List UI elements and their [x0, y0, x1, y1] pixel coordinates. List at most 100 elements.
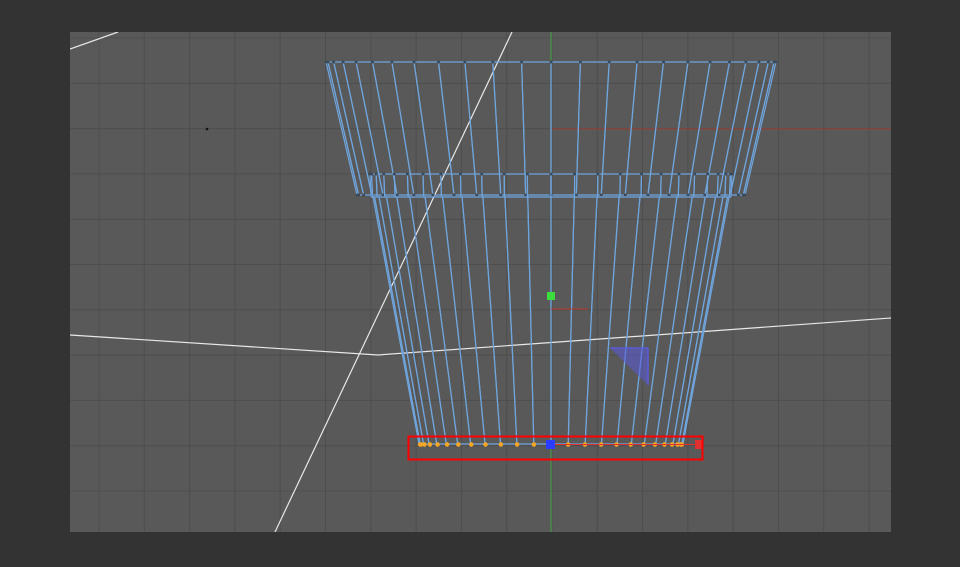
wire-edge	[716, 173, 719, 198]
vertex[interactable]	[708, 60, 712, 64]
wire-edge	[527, 196, 535, 445]
vertex[interactable]	[706, 172, 710, 176]
vertex[interactable]	[491, 60, 495, 64]
selected-point[interactable]	[444, 442, 450, 447]
vertex[interactable]	[596, 172, 600, 176]
vertex[interactable]	[686, 193, 690, 197]
vertex[interactable]	[744, 60, 748, 64]
vertex[interactable]	[421, 172, 425, 176]
vertex[interactable]	[357, 193, 361, 197]
vertex[interactable]	[618, 172, 622, 176]
vertex[interactable]	[599, 193, 603, 197]
vertex[interactable]	[574, 193, 578, 197]
selected-point[interactable]	[531, 442, 537, 447]
vertex[interactable]	[573, 172, 577, 176]
wire-edge	[600, 61, 610, 196]
vertex[interactable]	[370, 172, 373, 176]
wire-edge	[737, 61, 769, 196]
move-gizmo-icon[interactable]	[610, 348, 648, 385]
vertex[interactable]	[716, 172, 720, 176]
vertex[interactable]	[703, 193, 707, 197]
vertex[interactable]	[431, 193, 435, 197]
vertex[interactable]	[667, 193, 671, 197]
vertex[interactable]	[480, 172, 484, 176]
vertex[interactable]	[724, 172, 728, 176]
vertex[interactable]	[766, 60, 770, 64]
vertex[interactable]	[549, 60, 553, 64]
wire-edge	[575, 61, 581, 196]
selected-point[interactable]	[469, 442, 474, 447]
vertex[interactable]	[623, 193, 627, 197]
vertex[interactable]	[772, 60, 776, 64]
selected-point[interactable]	[514, 442, 520, 447]
selected-point[interactable]	[427, 442, 433, 447]
vertex[interactable]	[382, 172, 386, 176]
vertex[interactable]	[677, 172, 681, 176]
vertex[interactable]	[686, 60, 690, 64]
vertex[interactable]	[374, 172, 378, 176]
vertex[interactable]	[371, 60, 374, 64]
vertex[interactable]	[729, 172, 732, 176]
wire-edge	[422, 173, 425, 198]
selected-point[interactable]	[422, 442, 427, 447]
vertex[interactable]	[549, 172, 553, 176]
vertex[interactable]	[395, 193, 399, 197]
wire-edge	[461, 196, 486, 445]
vertex[interactable]	[332, 60, 336, 64]
wire-edge	[325, 61, 358, 196]
vertex[interactable]	[757, 60, 761, 64]
vertex[interactable]	[728, 60, 731, 64]
vertex[interactable]	[607, 60, 611, 64]
vertex[interactable]	[437, 60, 440, 64]
axis-handle-x-icon[interactable]	[695, 440, 702, 449]
vertex[interactable]	[452, 193, 456, 197]
wire-edge	[584, 196, 598, 445]
wire-edge	[600, 196, 620, 445]
vertex[interactable]	[717, 193, 721, 197]
vertex[interactable]	[635, 60, 639, 64]
wire-edge	[742, 61, 775, 196]
vertex[interactable]	[354, 60, 358, 64]
selected-point[interactable]	[483, 442, 488, 447]
vertex[interactable]	[640, 172, 643, 176]
wire-edge	[616, 196, 641, 445]
vertex[interactable]	[392, 172, 396, 176]
vertex[interactable]	[463, 60, 467, 64]
selected-point[interactable]	[456, 442, 461, 447]
vertex[interactable]	[412, 193, 416, 197]
vertex[interactable]	[439, 172, 443, 176]
axis-handle-y-icon[interactable]	[547, 292, 555, 300]
vertex[interactable]	[326, 60, 330, 64]
vertex[interactable]	[499, 193, 503, 197]
selected-point[interactable]	[498, 442, 504, 447]
vertex[interactable]	[412, 60, 416, 64]
wire-edge	[373, 196, 421, 445]
axis-handle-center-icon[interactable]	[546, 440, 555, 449]
wire-edge	[504, 196, 518, 445]
selected-point[interactable]	[435, 442, 440, 447]
vertex[interactable]	[362, 193, 366, 197]
vertex[interactable]	[341, 60, 345, 64]
vertex[interactable]	[659, 172, 663, 176]
vertex[interactable]	[520, 60, 524, 64]
vertex[interactable]	[736, 193, 740, 197]
vertex[interactable]	[475, 193, 479, 197]
vertex[interactable]	[502, 172, 506, 176]
vertex[interactable]	[390, 60, 394, 64]
vertex[interactable]	[525, 172, 529, 176]
selected-point[interactable]	[418, 442, 424, 447]
vertex[interactable]	[324, 60, 328, 64]
vertex[interactable]	[524, 193, 528, 197]
vertex[interactable]	[578, 60, 582, 64]
vertex[interactable]	[381, 193, 385, 197]
vertex[interactable]	[693, 172, 696, 176]
viewport-scene[interactable]	[70, 32, 891, 532]
vertex[interactable]	[646, 193, 650, 197]
vertex[interactable]	[662, 60, 665, 64]
vertex[interactable]	[459, 172, 462, 176]
vertex[interactable]	[406, 172, 409, 176]
vertex[interactable]	[774, 60, 778, 64]
vertex[interactable]	[741, 193, 745, 197]
wire-edge	[371, 61, 398, 196]
3d-viewport[interactable]	[70, 32, 891, 532]
